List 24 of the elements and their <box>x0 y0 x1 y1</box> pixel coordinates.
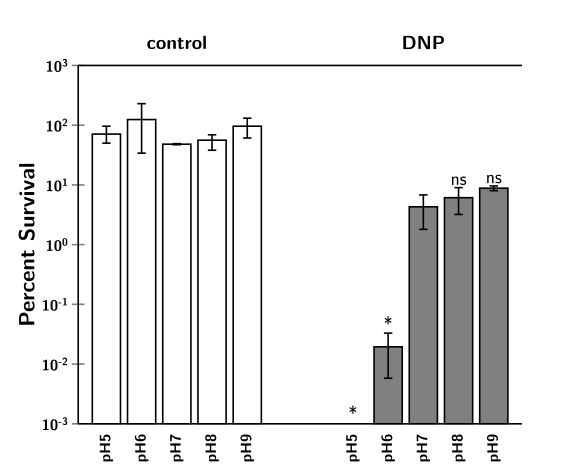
y-tick-label: 10$^{-3}$ <box>42 417 68 431</box>
y-tick-label: 10$^{0}$ <box>46 238 68 252</box>
data-label: * <box>384 316 392 325</box>
data-label: ns <box>452 176 466 186</box>
x-tick-label: pH7 <box>170 434 184 462</box>
y-tick-label: 10$^{-2}$ <box>42 358 68 371</box>
x-tick-label: pH9 <box>240 434 254 462</box>
x-tick-label: pH9 <box>486 434 501 462</box>
y-tick-label: 10$^{1}$ <box>46 178 67 192</box>
data-label: ns <box>487 174 502 184</box>
x-tick-label: pH5 <box>346 434 360 462</box>
x-tick-label: pH8 <box>452 434 466 462</box>
text: control <box>147 36 206 50</box>
y-tick-label: 10$^{3}$ <box>46 59 68 72</box>
x-tick-label: pH5 <box>100 434 114 462</box>
x-tick-label: pH8 <box>205 434 219 462</box>
y-tick-label: 10$^{-1}$ <box>42 298 67 312</box>
text: DNP <box>403 36 444 50</box>
y-tick-label: 10$^{2}$ <box>46 118 68 132</box>
x-tick-label: pH6 <box>134 434 148 462</box>
text: * <box>350 406 356 414</box>
y-axis-title: Percent Survival <box>18 164 35 325</box>
x-tick-label: pH6 <box>381 434 395 462</box>
x-tick-label: pH7 <box>416 434 430 462</box>
